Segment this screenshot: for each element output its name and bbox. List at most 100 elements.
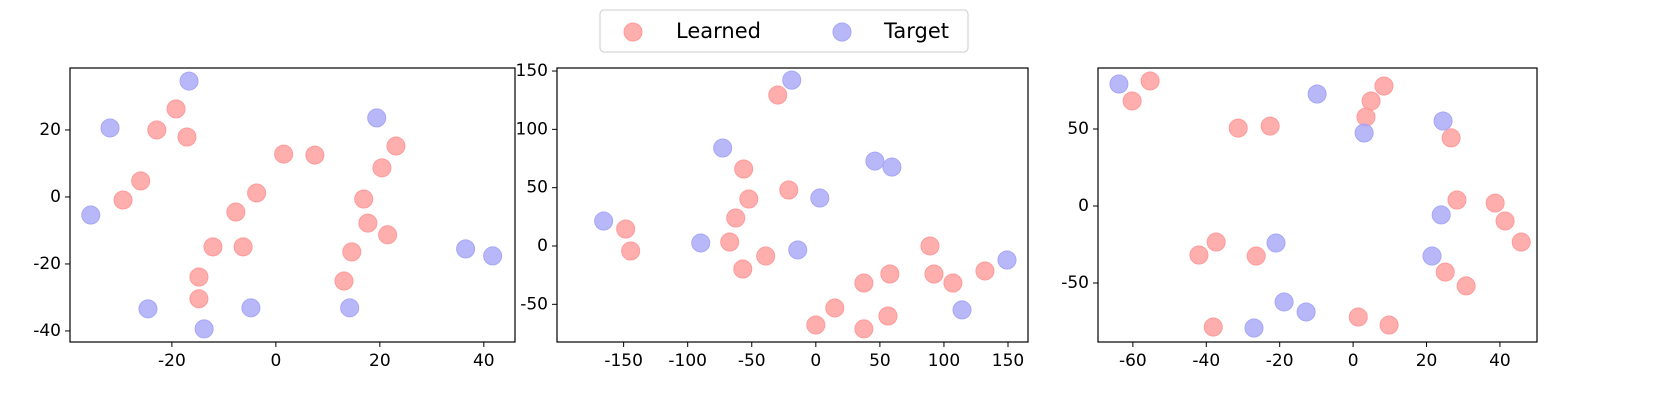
point: [854, 273, 874, 293]
point: [354, 189, 374, 209]
x-tick-label: -20: [158, 351, 186, 371]
point: [1447, 190, 1467, 210]
point: [1374, 76, 1394, 96]
point: [1307, 84, 1327, 104]
point: [779, 180, 799, 200]
x-tick-label: 0: [270, 351, 281, 371]
point: [1433, 111, 1453, 131]
point: [194, 319, 214, 339]
point: [1228, 118, 1248, 138]
point: [386, 136, 406, 156]
point: [189, 267, 209, 287]
point: [878, 306, 898, 326]
x-tick-label: 20: [369, 351, 391, 371]
point: [924, 264, 944, 284]
x-tick-label: -50: [738, 351, 766, 371]
point: [1109, 74, 1129, 94]
legend-label: Target: [883, 19, 949, 43]
point: [247, 183, 267, 203]
point: [1348, 307, 1368, 327]
legend: Learned Target: [623, 19, 949, 43]
point: [1246, 246, 1266, 266]
point: [854, 319, 874, 339]
point: [367, 108, 387, 128]
point: [1456, 276, 1476, 296]
x-tick-label: -20: [1266, 351, 1294, 371]
point: [1435, 262, 1455, 282]
x-tick-label: 20: [1416, 351, 1438, 371]
y-tick-label: 150: [516, 61, 548, 81]
point: [358, 213, 378, 233]
y-tick-label: 0: [537, 236, 548, 256]
point: [691, 233, 711, 253]
point: [975, 261, 995, 281]
point: [274, 144, 294, 164]
point: [372, 158, 392, 178]
point: [880, 264, 900, 284]
point: [138, 299, 158, 319]
axes-frame: [1097, 67, 1538, 343]
x-tick-label: -150: [604, 351, 643, 371]
point: [943, 273, 963, 293]
x-tick-label: 50: [869, 351, 891, 371]
x-tick-label: -40: [1192, 351, 1220, 371]
point: [1296, 302, 1316, 322]
x-tick-label: 40: [1489, 351, 1511, 371]
y-tick-label: -20: [33, 254, 61, 274]
point: [1354, 123, 1374, 143]
point: [147, 120, 167, 140]
point: [166, 99, 186, 119]
point: [456, 239, 476, 259]
point: [1266, 233, 1286, 253]
point: [189, 289, 209, 309]
point: [179, 71, 199, 91]
y-tick-label: 0: [1078, 196, 1089, 216]
x-tick-label: -100: [668, 351, 707, 371]
point: [1379, 315, 1399, 335]
y-tick-label: -50: [1061, 273, 1089, 293]
point: [342, 242, 362, 262]
point: [734, 159, 754, 179]
point: [810, 188, 830, 208]
x-tick-label: -60: [1119, 351, 1147, 371]
legend-box: [599, 9, 969, 53]
point: [616, 219, 636, 239]
point: [1422, 246, 1442, 266]
legend-marker: [623, 22, 643, 42]
x-tick-label: 150: [992, 351, 1024, 371]
axes-frame: [556, 67, 1029, 343]
point: [806, 315, 826, 335]
point: [1122, 91, 1142, 111]
point: [1361, 91, 1381, 111]
y-tick-label: 20: [39, 120, 61, 140]
point: [305, 145, 325, 165]
point: [739, 189, 759, 209]
point: [720, 232, 740, 252]
point: [920, 236, 940, 256]
point: [726, 208, 746, 228]
point: [1485, 193, 1505, 213]
point: [81, 205, 101, 225]
point: [226, 202, 246, 222]
point: [1274, 292, 1294, 312]
point: [1140, 71, 1160, 91]
point: [788, 240, 808, 260]
point: [1431, 205, 1451, 225]
point: [1356, 107, 1376, 127]
point: [1203, 317, 1223, 337]
point: [733, 259, 753, 279]
point: [997, 250, 1017, 270]
point: [483, 246, 503, 266]
point: [1189, 245, 1209, 265]
point: [1260, 116, 1280, 136]
point: [825, 298, 845, 318]
point: [241, 298, 261, 318]
point: [203, 237, 223, 257]
point: [713, 138, 733, 158]
y-tick-label: 100: [516, 119, 548, 139]
point: [768, 85, 788, 105]
point: [1244, 318, 1264, 338]
point: [1511, 232, 1531, 252]
y-tick-label: -50: [520, 294, 548, 314]
point: [177, 127, 197, 147]
